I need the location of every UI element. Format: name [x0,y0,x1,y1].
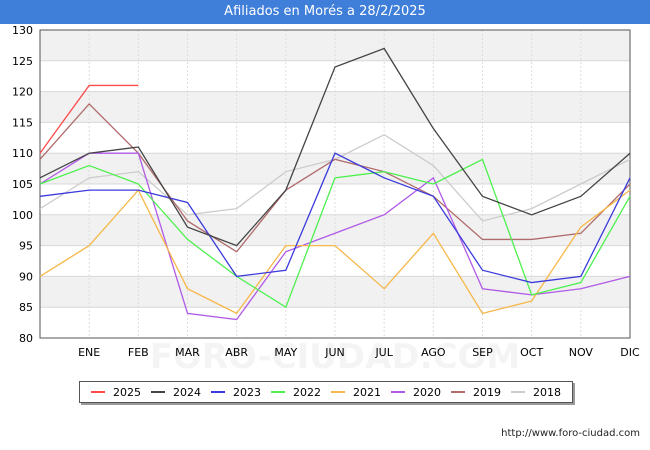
legend-label: 2019 [473,385,501,399]
x-tick-label: AGO [421,346,446,359]
legend-item-2019: 2019 [451,386,501,399]
legend-label: 2025 [113,385,141,399]
legend-item-2020: 2020 [391,386,441,399]
watermark: FORO-CIUDAD.COM [150,337,521,377]
legend-swatch [511,391,525,393]
y-tick-label: 110 [12,147,33,160]
legend-swatch [151,391,165,393]
y-axis: 80 85 90 95 100 105 110 115 120 125 130 [12,24,33,345]
x-tick-label: FEB [128,346,149,359]
legend-item-2021: 2021 [331,386,381,399]
legend-swatch [331,391,345,393]
legend-label: 2024 [173,385,201,399]
legend-label: 2022 [293,385,321,399]
legend-swatch [451,391,465,393]
legend-swatch [211,391,225,393]
legend-swatch [91,391,105,393]
series-line-2024 [39,47,631,247]
legend-item-2023: 2023 [211,386,261,399]
x-tick-label: ENE [78,346,100,359]
legend-label: 2020 [413,385,441,399]
x-tick-label: MAY [274,346,297,359]
source-url: http://www.foro-ciudad.com [501,428,640,439]
y-tick-label: 125 [12,55,33,68]
y-tick-label: 105 [12,178,33,191]
y-tick-label: 130 [12,24,33,37]
y-tick-label: 120 [12,86,33,99]
legend-label: 2018 [533,385,561,399]
y-tick-label: 85 [19,301,33,314]
x-tick-label: ABR [225,346,248,359]
x-tick-label: JUN [324,346,345,359]
y-tick-label: 115 [12,116,33,129]
x-tick-label: JUL [374,346,393,359]
series-line-2023 [39,152,631,284]
legend-swatch [391,391,405,393]
legend-swatch [271,391,285,393]
legend-label: 2021 [353,385,381,399]
legend-item-2024: 2024 [151,386,201,399]
x-tick-label: SEP [472,346,493,359]
legend-label: 2023 [233,385,261,399]
x-axis: ENE FEB MAR ABR MAY JUN JUL AGO SEP OCT NOV DIC [78,346,640,359]
y-tick-label: 80 [19,332,33,345]
legend: 2025 2024 2023 2022 2021 2020 2019 2018 [79,381,573,403]
y-tick-label: 95 [19,240,33,253]
y-tick-label: 90 [19,270,33,283]
series-lines [39,47,631,321]
series-line-2025 [39,84,139,154]
x-tick-label: MAR [175,346,200,359]
x-tick-label: NOV [569,346,594,359]
series-line-2022 [39,158,631,309]
chart-title: Afiliados en Morés a 28/2/2025 [0,0,650,24]
x-tick-label: OCT [520,346,543,359]
legend-item-2022: 2022 [271,386,321,399]
x-tick-label: DIC [620,346,640,359]
y-tick-label: 100 [12,209,33,222]
legend-item-2018: 2018 [511,386,561,399]
legend-item-2025: 2025 [91,386,141,399]
